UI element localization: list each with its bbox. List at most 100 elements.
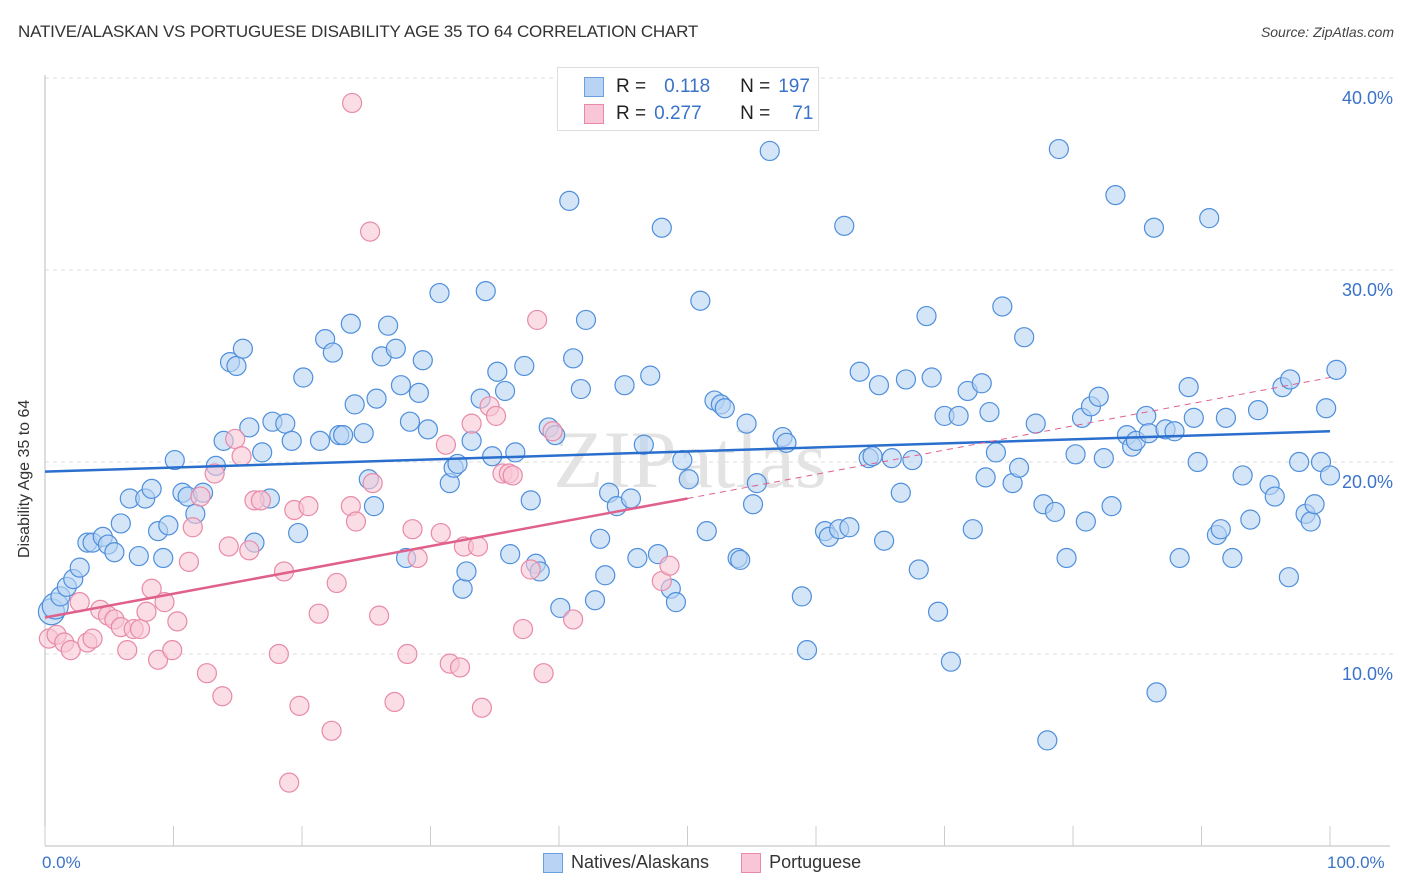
- data-point: [136, 601, 157, 622]
- data-point: [948, 405, 969, 427]
- data-point: [514, 355, 535, 377]
- data-point: [1169, 547, 1190, 569]
- data-point: [881, 448, 902, 469]
- n-label: N =: [740, 103, 771, 124]
- data-point: [834, 215, 855, 236]
- data-point: [563, 609, 584, 630]
- data-point: [1215, 407, 1237, 428]
- data-point: [385, 338, 406, 359]
- data-point: [563, 348, 584, 369]
- data-point: [289, 695, 310, 716]
- data-point: [82, 628, 103, 649]
- data-point: [117, 640, 138, 661]
- data-point: [505, 442, 526, 463]
- data-point: [1316, 398, 1337, 419]
- data-point: [363, 496, 385, 517]
- x-tick-label-min: 0.0%: [42, 853, 81, 872]
- data-point: [651, 217, 672, 238]
- data-point: [129, 618, 151, 640]
- data-point: [1222, 547, 1243, 569]
- data-point: [502, 465, 523, 486]
- data-point: [467, 536, 489, 557]
- data-point: [402, 519, 423, 540]
- data-point: [979, 401, 1000, 423]
- data-point: [627, 547, 648, 569]
- data-point: [1289, 451, 1310, 473]
- data-point: [791, 586, 812, 607]
- data-point: [940, 651, 962, 672]
- data-point: [190, 486, 211, 507]
- data-point: [1278, 567, 1299, 588]
- data-point: [167, 611, 188, 632]
- data-point: [796, 640, 818, 661]
- data-point: [226, 355, 247, 377]
- data-point: [550, 597, 571, 619]
- data-point: [128, 545, 149, 567]
- legend-item-portuguese[interactable]: Portuguese: [741, 852, 861, 873]
- data-point: [1008, 457, 1030, 478]
- data-point: [1319, 465, 1341, 486]
- y-tick-labels: 10.0% 20.0% 30.0% 40.0%: [1342, 88, 1393, 684]
- axes: [44, 75, 1390, 847]
- blue-swatch: [543, 852, 563, 873]
- data-point: [1105, 185, 1126, 206]
- trend-lines: [44, 377, 1331, 619]
- data-point: [377, 315, 399, 336]
- data-point: [1164, 421, 1185, 442]
- data-point: [1146, 682, 1167, 703]
- data-point: [435, 434, 457, 455]
- data-point: [590, 528, 611, 549]
- data-point: [366, 388, 387, 409]
- data-point: [1183, 407, 1204, 428]
- data-point: [1326, 359, 1347, 380]
- data-point: [232, 338, 253, 359]
- data-point: [178, 551, 200, 572]
- data-point: [1065, 444, 1086, 465]
- data-point: [678, 469, 699, 490]
- data-point: [293, 367, 314, 388]
- data-point: [196, 663, 218, 684]
- data-point: [322, 342, 343, 363]
- data-point: [839, 517, 860, 538]
- data-point: [494, 380, 516, 402]
- data-point: [369, 605, 390, 626]
- data-point: [333, 425, 354, 446]
- data-point: [461, 430, 482, 451]
- data-point: [204, 463, 225, 484]
- data-point: [862, 446, 883, 467]
- data-point: [1044, 501, 1066, 523]
- pink-swatch: [584, 104, 604, 124]
- data-point: [520, 559, 541, 580]
- data-point: [342, 92, 363, 114]
- data-point: [714, 398, 735, 419]
- data-point: [1178, 377, 1199, 398]
- data-point: [921, 367, 942, 388]
- data-point: [985, 442, 1007, 463]
- data-point: [895, 369, 917, 390]
- data-point: [345, 511, 367, 532]
- data-point: [309, 430, 331, 451]
- data-point: [417, 419, 439, 440]
- data-point: [141, 478, 162, 499]
- data-point: [620, 488, 642, 509]
- data-point: [570, 378, 591, 400]
- data-point: [456, 561, 477, 582]
- data-point: [640, 365, 661, 386]
- data-point: [542, 421, 563, 442]
- legend-item-natives[interactable]: Natives/Alaskans: [543, 852, 709, 873]
- data-point: [527, 309, 548, 331]
- data-point: [475, 281, 496, 302]
- data-point: [225, 428, 246, 450]
- data-point: [575, 309, 597, 331]
- trend-line-natives: [44, 430, 1331, 473]
- data-point: [665, 592, 687, 613]
- data-point: [281, 430, 302, 451]
- data-point: [1136, 405, 1157, 427]
- data-point: [672, 449, 693, 471]
- data-point: [308, 603, 329, 624]
- data-point: [268, 643, 289, 665]
- data-point: [1304, 494, 1325, 515]
- y-axis-label: Disability Age 35 to 64: [16, 399, 33, 558]
- data-point: [908, 559, 929, 580]
- data-point: [633, 434, 654, 455]
